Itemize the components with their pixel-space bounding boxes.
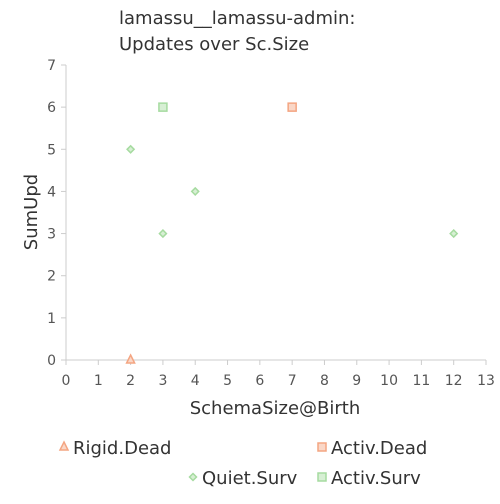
legend: Rigid.Dead Activ.Dead Quiet.Surv Activ.Surv bbox=[58, 438, 427, 489]
y-axis-label: SumUpd bbox=[21, 174, 42, 250]
point-quiet-surv bbox=[158, 229, 168, 239]
x-tick-label: 0 bbox=[62, 373, 71, 389]
axes bbox=[65, 65, 486, 361]
legend-label-activ-surv: Activ.Surv bbox=[331, 468, 421, 489]
y-tick-label: 0 bbox=[47, 353, 56, 369]
y-tick-label: 2 bbox=[47, 269, 56, 285]
legend-item-quiet-surv: Quiet.Surv bbox=[188, 468, 298, 489]
x-tick-label: 6 bbox=[255, 373, 264, 389]
legend-label-rigid-dead: Rigid.Dead bbox=[73, 438, 171, 459]
y-tick-label: 3 bbox=[47, 227, 56, 243]
point-activ-surv bbox=[158, 102, 168, 112]
x-tick-label: 12 bbox=[445, 373, 463, 389]
y-tick-label: 7 bbox=[47, 58, 56, 74]
legend-item-activ-surv: Activ.Surv bbox=[317, 468, 421, 489]
y-tick-label: 6 bbox=[47, 100, 56, 116]
x-tick-label: 11 bbox=[412, 373, 430, 389]
x-tick-label: 13 bbox=[477, 373, 495, 389]
point-quiet-surv bbox=[449, 229, 459, 239]
x-tick-label: 7 bbox=[288, 373, 297, 389]
x-axis-ticks: 0 1 2 3 4 5 6 7 8 9 10 11 12 13 bbox=[62, 360, 495, 389]
y-tick-label: 1 bbox=[47, 311, 56, 327]
point-activ-dead bbox=[287, 102, 297, 112]
point-quiet-surv bbox=[126, 144, 136, 154]
x-tick-label: 3 bbox=[158, 373, 167, 389]
x-tick-label: 2 bbox=[126, 373, 135, 389]
x-tick-label: 9 bbox=[352, 373, 361, 389]
legend-marker-activ-surv bbox=[317, 472, 327, 482]
legend-marker-rigid-dead bbox=[58, 440, 70, 451]
x-tick-label: 10 bbox=[380, 373, 398, 389]
y-tick-label: 4 bbox=[47, 184, 56, 200]
chart-title-line-1: lamassu__lamassu-admin: bbox=[119, 8, 355, 29]
y-axis-ticks: 0 1 2 3 4 5 6 7 bbox=[47, 58, 66, 369]
x-tick-label: 5 bbox=[223, 373, 232, 389]
legend-label-quiet-surv: Quiet.Surv bbox=[202, 468, 298, 489]
legend-marker-quiet-surv bbox=[188, 472, 198, 482]
x-tick-label: 1 bbox=[94, 373, 103, 389]
legend-label-activ-dead: Activ.Dead bbox=[331, 438, 427, 459]
legend-item-activ-dead: Activ.Dead bbox=[317, 438, 427, 459]
legend-item-rigid-dead: Rigid.Dead bbox=[58, 438, 171, 459]
y-tick-label: 5 bbox=[47, 142, 56, 158]
x-tick-label: 4 bbox=[191, 373, 200, 389]
chart-title-line-2: Updates over Sc.Size bbox=[119, 34, 309, 55]
chart-title: lamassu__lamassu-admin: Updates over Sc.… bbox=[119, 8, 355, 55]
x-axis-label: SchemaSize@Birth bbox=[190, 398, 361, 419]
data-points bbox=[125, 102, 459, 364]
x-tick-label: 8 bbox=[320, 373, 329, 389]
point-rigid-dead bbox=[125, 353, 136, 364]
legend-marker-activ-dead bbox=[317, 442, 327, 452]
point-quiet-surv bbox=[190, 186, 200, 196]
